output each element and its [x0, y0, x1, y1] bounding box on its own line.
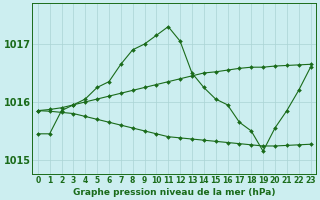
X-axis label: Graphe pression niveau de la mer (hPa): Graphe pression niveau de la mer (hPa): [73, 188, 276, 197]
